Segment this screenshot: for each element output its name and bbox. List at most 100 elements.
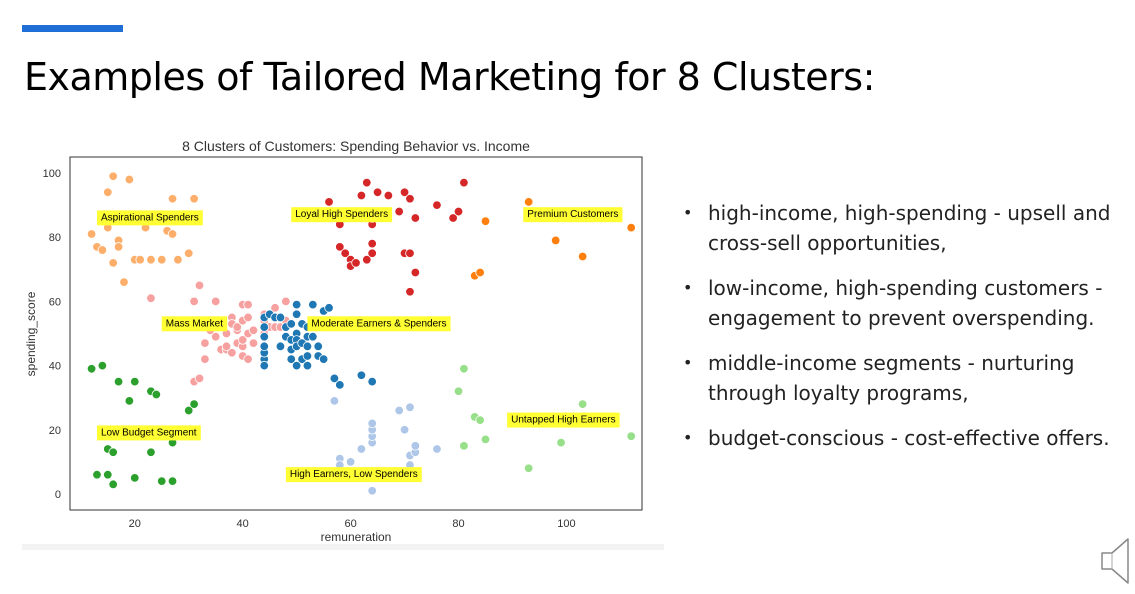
data-point xyxy=(157,476,167,486)
bullet-text: high-income, high-spending - upsell and … xyxy=(708,201,1111,255)
x-tick-label: 20 xyxy=(129,518,141,530)
data-point xyxy=(210,332,221,342)
scatter-points xyxy=(86,171,636,496)
data-point xyxy=(103,187,113,198)
cluster-label-bg xyxy=(307,316,451,332)
data-point xyxy=(432,200,442,210)
data-point xyxy=(432,444,442,454)
data-point xyxy=(351,258,361,268)
data-point xyxy=(550,235,561,246)
data-point xyxy=(108,447,118,457)
data-point xyxy=(259,341,269,352)
cluster-label: Untapped High Earners xyxy=(507,412,620,428)
y-tick-label: 100 xyxy=(43,168,61,180)
data-point xyxy=(318,354,329,364)
data-point xyxy=(329,373,340,384)
bullet-item: • high-income, high-spending - upsell an… xyxy=(683,198,1123,258)
data-point xyxy=(275,341,286,352)
cluster-label-text: Mass Market xyxy=(166,318,223,329)
data-point xyxy=(146,254,156,265)
data-point xyxy=(248,338,259,348)
data-point xyxy=(453,386,464,396)
data-point xyxy=(151,389,162,400)
data-point xyxy=(405,248,415,258)
data-point xyxy=(308,299,318,310)
data-point xyxy=(410,213,421,223)
data-point xyxy=(210,296,221,307)
data-point xyxy=(86,364,97,374)
data-point xyxy=(275,312,286,323)
data-point xyxy=(394,405,404,416)
data-point xyxy=(184,248,194,258)
data-point xyxy=(475,267,485,278)
cluster-label: Aspirational Spenders xyxy=(96,210,203,226)
data-point xyxy=(324,197,334,207)
data-point xyxy=(405,402,415,413)
data-point xyxy=(146,447,156,457)
speaker-icon[interactable] xyxy=(1098,533,1132,594)
bullet-dot: • xyxy=(683,278,693,297)
data-point xyxy=(232,322,242,332)
data-point xyxy=(167,194,178,204)
data-point xyxy=(108,258,118,268)
data-point xyxy=(340,248,350,258)
cluster-label-text: Moderate Earners & Spenders xyxy=(311,318,446,329)
cluster-label-text: Aspirational Spenders xyxy=(101,212,199,223)
cluster-label: Premium Customers xyxy=(523,207,623,223)
cluster-label: Loyal High Spenders xyxy=(291,207,393,223)
data-point xyxy=(281,296,291,307)
cluster-label: Moderate Earners & Spenders xyxy=(307,316,451,332)
speaker-icon-svg xyxy=(1101,538,1129,584)
data-point xyxy=(189,296,199,307)
data-point xyxy=(480,216,491,226)
data-point xyxy=(405,287,415,297)
data-point xyxy=(329,396,340,406)
data-point xyxy=(189,399,199,409)
x-tick-labels: 20 40 60 80 100 xyxy=(129,518,576,530)
data-point xyxy=(124,396,135,406)
data-point xyxy=(237,335,248,345)
data-point xyxy=(286,354,296,364)
data-point xyxy=(459,441,469,451)
data-point xyxy=(167,229,178,239)
y-tick-label: 0 xyxy=(55,489,61,501)
cluster-label: High Earners, Low Spenders xyxy=(285,467,422,483)
data-point xyxy=(356,444,367,454)
data-point xyxy=(124,174,135,185)
bullet-item: • low-income, high-spending customers - … xyxy=(683,273,1123,333)
data-point xyxy=(399,425,410,435)
data-point xyxy=(86,229,97,239)
data-point xyxy=(286,319,296,329)
data-point xyxy=(577,399,588,409)
data-point xyxy=(626,222,636,233)
bullet-text: middle-income segments - nurturing throu… xyxy=(708,351,1075,405)
data-point xyxy=(119,277,129,287)
data-point xyxy=(227,348,237,358)
y-tick-label: 20 xyxy=(49,425,61,437)
data-point xyxy=(243,354,253,364)
data-point xyxy=(302,341,313,352)
cluster-label-text: Low Budget Segment xyxy=(101,427,197,438)
bullet-item: • budget-conscious - cost-effective offe… xyxy=(683,423,1123,453)
cluster-label-bg xyxy=(285,467,422,483)
data-point xyxy=(324,303,334,313)
data-point xyxy=(157,254,167,265)
cluster-label-bg xyxy=(291,207,393,223)
data-point xyxy=(383,190,394,201)
cluster-label-bg xyxy=(96,210,203,226)
data-point xyxy=(291,299,302,310)
data-point xyxy=(200,338,210,348)
data-point xyxy=(480,434,491,445)
data-point xyxy=(459,177,469,188)
data-point xyxy=(556,437,566,448)
data-point xyxy=(259,332,269,342)
data-point xyxy=(243,299,253,310)
data-point xyxy=(356,190,367,201)
data-point xyxy=(394,206,404,217)
bullet-item: • middle-income segments - nurturing thr… xyxy=(683,348,1123,408)
cluster-label-bg xyxy=(523,207,623,223)
data-point xyxy=(108,479,118,490)
data-point xyxy=(523,197,534,207)
data-point xyxy=(367,486,377,496)
cluster-label-bg xyxy=(96,425,201,441)
